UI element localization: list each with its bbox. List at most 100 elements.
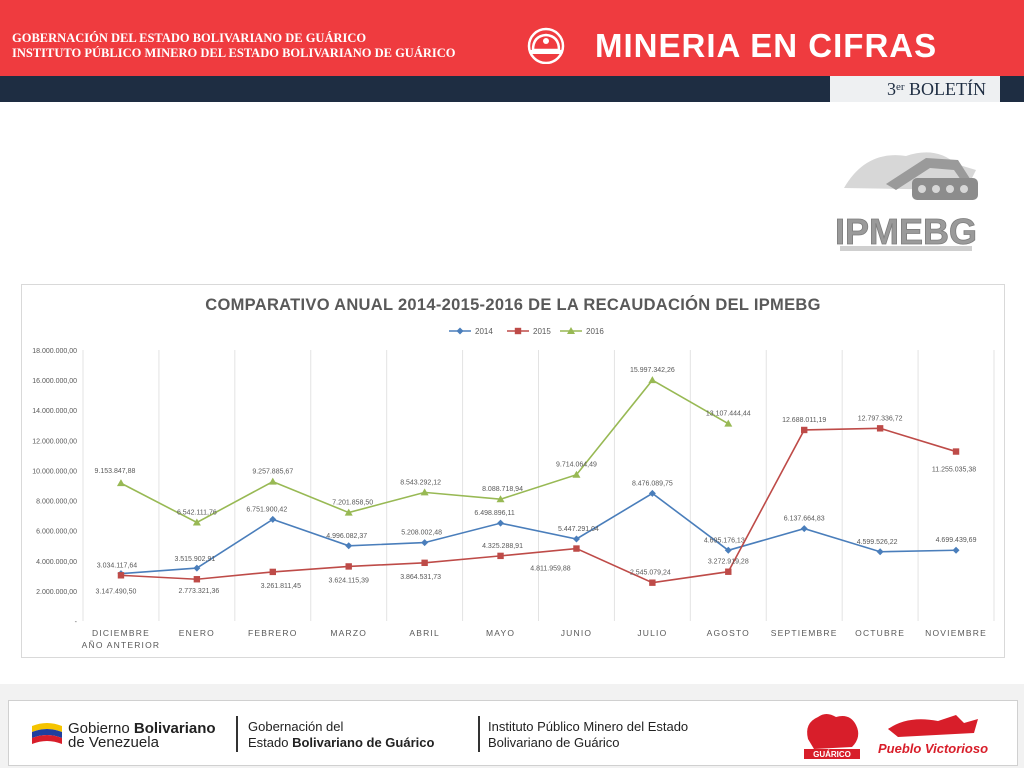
data-label-2015: 3.864.531,73 (400, 574, 441, 581)
data-point-2016 (496, 495, 505, 503)
venezuela-flag-icon (32, 723, 62, 744)
legend-label: 2015 (533, 327, 551, 336)
footer-gobernacion: Gobernación del Estado Bolivariano de Gu… (248, 719, 435, 750)
legend-label: 2016 (586, 327, 604, 336)
data-label-2016: 6.542.111,76 (177, 510, 217, 517)
legend-marker-2015 (514, 327, 522, 335)
x-tick-label: ENERO (179, 628, 215, 638)
data-point-2016 (344, 508, 353, 516)
header-gobernacion: GOBERNACIÓN DEL ESTADO BOLIVARIANO DE GU… (12, 31, 367, 45)
data-point-2014 (876, 548, 884, 556)
data-label-2014: 6.137.664,83 (784, 516, 825, 523)
data-label-2015: 3.272.919,28 (708, 559, 749, 566)
miner-helmet-icon (527, 27, 565, 64)
x-tick-label: JUNIO (561, 628, 593, 638)
chart-container: COMPARATIVO ANUAL 2014-2015-2016 DE LA R… (21, 284, 1005, 658)
bulletin-tab (830, 76, 1000, 102)
data-label-2016: 13.107.444,44 (706, 411, 751, 418)
data-label-2015: 3.624.115,39 (329, 577, 369, 584)
data-label-2014: 4.599.526,22 (857, 539, 898, 546)
data-point-2014 (421, 539, 429, 547)
data-point-2015 (269, 568, 276, 576)
data-point-2015 (649, 579, 656, 586)
data-label-2015: 2.773.321,36 (178, 588, 219, 595)
y-tick-label: 14.000.000,00 (32, 408, 77, 415)
y-tick-label: 18.000.000,00 (32, 348, 77, 355)
data-point-2014 (952, 546, 960, 554)
data-point-2014 (269, 515, 277, 523)
pueblo-victorioso-text: Pueblo Victorioso (878, 741, 988, 756)
y-tick-label: 4.000.000,00 (36, 559, 77, 566)
data-point-2015 (497, 552, 504, 560)
data-label-2015: 12.797.336,72 (858, 415, 903, 422)
series-line-2014 (120, 492, 957, 575)
data-label-2016: 15.997.342,26 (630, 367, 675, 374)
x-tick-label: MARZO (330, 628, 367, 638)
series-line-2016 (120, 379, 729, 524)
data-label-2014: 3.515.902,91 (174, 556, 215, 563)
x-tick-label: DICIEMBRE (92, 628, 150, 638)
y-tick-label: 2.000.000,00 (36, 589, 77, 596)
data-label-2014: 4.996.082,37 (326, 533, 367, 540)
data-point-2015 (421, 559, 428, 567)
data-label-2014: 6.751.900,42 (246, 506, 287, 513)
data-point-2015 (725, 568, 732, 575)
data-label-2016: 9.257.885,67 (252, 469, 293, 476)
data-label-2014: 4.699.439,69 (936, 537, 977, 544)
footer-divider (478, 716, 480, 752)
data-label-2016: 9.714.064,49 (556, 462, 597, 469)
data-label-2015: 2.545.079,24 (630, 570, 671, 577)
y-tick-label: 10.000.000,00 (32, 468, 77, 475)
y-tick-label: 8.000.000,00 (36, 499, 77, 506)
guarico-badge-text: GUÁRICO (813, 750, 851, 759)
x-tick-label: FEBRERO (248, 628, 298, 638)
data-point-2014 (572, 535, 580, 543)
data-point-2016 (268, 477, 277, 485)
legend-label: 2014 (475, 327, 493, 336)
bulletin-label: 3er BOLETÍN (886, 79, 986, 99)
data-point-2014 (345, 542, 353, 550)
data-point-2015 (952, 448, 960, 455)
data-point-2016 (648, 376, 657, 384)
data-label-2015: 12.688.011,19 (782, 417, 826, 424)
line-chart: - 2.000.000,00 4.000.000,00 6.000.000,00 8.0… (32, 327, 995, 650)
data-label-2016: 8.088.718,94 (482, 486, 523, 493)
data-point-2014 (648, 489, 656, 497)
data-point-2014 (800, 525, 808, 533)
data-label-2014: 5.208.002,48 (401, 530, 442, 537)
y-tick-label: - (75, 619, 78, 626)
footer-instituto: Instituto Público Minero del Estado Boli… (488, 719, 689, 750)
data-label-2015: 4.325.288,91 (482, 543, 523, 550)
data-label-2016: 8.543.292,12 (400, 479, 441, 486)
data-point-2016 (116, 479, 125, 487)
ipmebg-logo: IPMEBG (835, 152, 978, 252)
ipmebg-logo-text: IPMEBG (835, 211, 977, 252)
data-point-2014 (724, 546, 732, 554)
data-label-2016: 7.201.858,50 (332, 500, 373, 507)
data-point-2015 (876, 425, 884, 432)
data-label-2015: 3.034.117,64 (97, 562, 137, 569)
x-tick-label: MAYO (486, 628, 515, 638)
legend-marker-2016 (567, 327, 575, 334)
data-label-2015: 4.811.959,88 (530, 566, 570, 573)
data-label-2015: 11.255.035,38 (932, 467, 976, 474)
data-label-2014: 3.147.490,50 (96, 589, 137, 596)
data-label-2015: 3.261.811,45 (261, 583, 301, 590)
brand-title: MINERIA EN CIFRAS (595, 27, 938, 64)
footer-gobierno: Gobierno Bolivariano de Venezuela (68, 720, 216, 751)
data-point-2015 (573, 545, 580, 552)
y-tick-label: 16.000.000,00 (32, 378, 77, 385)
series-line-2015 (120, 427, 957, 584)
x-tick-label: AGOSTO (707, 628, 750, 638)
guarico-badge-icon: GUÁRICO (804, 714, 860, 759)
data-point-2014 (193, 564, 201, 572)
x-tick-label: JULIO (637, 628, 667, 638)
data-label-2014: 5.447.291,04 (558, 526, 599, 533)
x-tick-label: SEPTIEMBRE (771, 628, 838, 638)
x-tick-label: ABRIL (409, 628, 440, 638)
data-point-2014 (497, 519, 505, 527)
data-point-2015 (801, 426, 808, 434)
data-point-2015 (193, 576, 201, 583)
data-point-2016 (724, 419, 733, 427)
data-label-2014: 6.498.896,11 (474, 510, 514, 517)
